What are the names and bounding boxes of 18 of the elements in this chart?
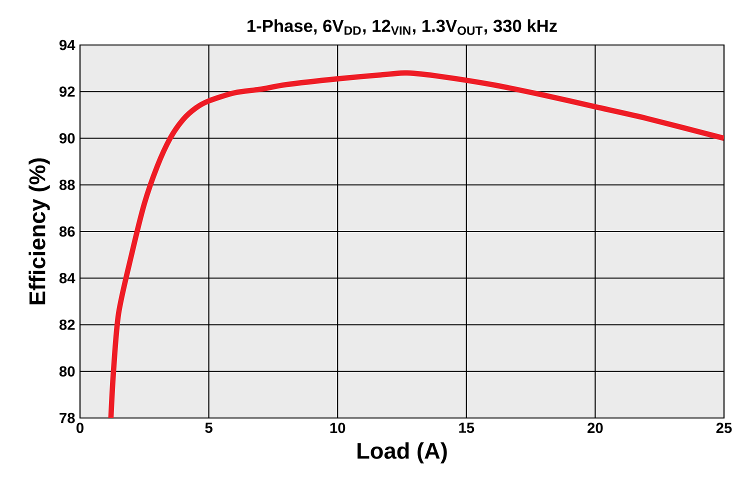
y-axis-title: Efficiency (%) [28, 158, 50, 304]
x-tick-label: 10 [330, 422, 346, 434]
x-tick-label: 20 [588, 422, 603, 434]
x-tick-label: 5 [205, 422, 212, 433]
y-tick-label: 78 [60, 412, 75, 424]
y-tick-label: 86 [59, 226, 75, 237]
y-tick-label: 88 [59, 180, 75, 190]
y-tick-label: 94 [59, 40, 76, 50]
x-tick-label: 0 [76, 422, 84, 434]
chart-title: 1-Phase, 6V$_{DD}$, 12$_{VIN}$, 1.3V$_{OUT}$, 330 kHz [248, 19, 557, 35]
x-tick-label: 15 [459, 422, 474, 433]
x-axis-title: Load (A) [358, 442, 447, 464]
x-tick-label: 25 [716, 422, 732, 434]
y-tick-label: 84 [59, 272, 76, 284]
y-tick-label: 90 [59, 133, 75, 144]
y-tick-label: 80 [59, 366, 75, 377]
y-tick-label: 92 [59, 86, 75, 97]
y-tick-label: 82 [59, 320, 75, 330]
